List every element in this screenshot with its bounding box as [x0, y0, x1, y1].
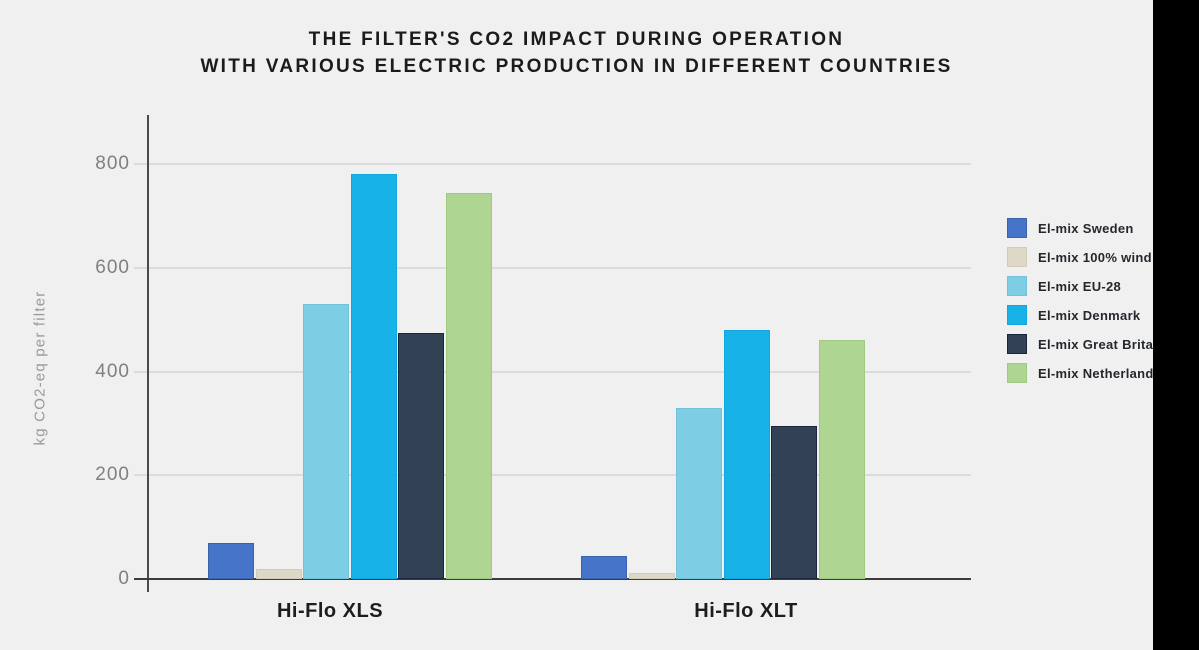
bar-hi-flo-xlt-el-mix-great-britain: [771, 426, 817, 579]
bar-hi-flo-xls-el-mix-eu-28: [303, 304, 349, 579]
bar-hi-flo-xls-el-mix-great-britain: [398, 333, 444, 579]
legend-label-el-mix-sweden: El-mix Sweden: [1038, 221, 1134, 236]
bar-hi-flo-xls-el-mix-sweden: [208, 543, 254, 579]
legend-swatch-el-mix-100-wind: [1007, 247, 1027, 267]
legend-swatch-el-mix-netherlands: [1007, 363, 1027, 383]
legend-swatch-el-mix-sweden: [1007, 218, 1027, 238]
bar-hi-flo-xls-el-mix-netherlands: [445, 193, 492, 579]
bar-hi-flo-xlt-el-mix-100-wind: [628, 573, 675, 579]
legend-label-el-mix-netherlands: El-mix Netherlands: [1038, 366, 1162, 381]
legend-swatch-el-mix-great-britain: [1007, 334, 1027, 354]
bar-hi-flo-xlt-el-mix-eu-28: [676, 408, 722, 579]
gridline-200: [134, 474, 971, 477]
legend-label-el-mix-eu-28: El-mix EU-28: [1038, 279, 1122, 294]
chart-title-line-1: THE FILTER'S CO2 IMPACT DURING OPERATION: [308, 29, 845, 50]
legend-label-el-mix-100-wind: El-mix 100% wind: [1038, 250, 1152, 265]
y-tick-label-800: 800: [95, 153, 130, 174]
x-category-label-hi-flo-xlt: Hi-Flo XLT: [694, 600, 798, 622]
x-category-label-hi-flo-xls: Hi-Flo XLS: [276, 600, 384, 622]
bar-hi-flo-xlt-el-mix-denmark: [723, 330, 770, 579]
legend-swatch-el-mix-denmark: [1007, 305, 1027, 325]
gridline-600: [134, 266, 971, 269]
bar-hi-flo-xlt-el-mix-sweden: [581, 556, 627, 579]
right-black-band: [1153, 0, 1199, 650]
legend-swatch-el-mix-eu-28: [1007, 276, 1027, 296]
y-tick-label-0: 0: [118, 568, 130, 589]
y-tick-label-400: 400: [95, 360, 130, 382]
bar-hi-flo-xlt-el-mix-netherlands: [818, 340, 865, 579]
y-axis-title: kg CO2-eq per filter: [31, 290, 49, 446]
y-tick-label-600: 600: [95, 256, 130, 278]
bar-hi-flo-xls-el-mix-denmark: [350, 174, 397, 579]
y-axis-line: [147, 115, 149, 592]
legend-label-el-mix-great-britain: El-mix Great Britain: [1038, 337, 1166, 352]
legend-label-el-mix-denmark: El-mix Denmark: [1038, 308, 1141, 323]
gridline-400: [134, 370, 971, 373]
y-tick-label-200: 200: [95, 464, 130, 486]
bar-hi-flo-xls-el-mix-100-wind: [255, 569, 302, 579]
chart-title: THE FILTER'S CO2 IMPACT DURING OPERATION…: [0, 26, 1153, 80]
chart-title-line-2: WITH VARIOUS ELECTRIC PRODUCTION IN DIFF…: [200, 56, 953, 77]
gridline-800: [134, 163, 971, 165]
x-axis-line: [134, 578, 971, 580]
